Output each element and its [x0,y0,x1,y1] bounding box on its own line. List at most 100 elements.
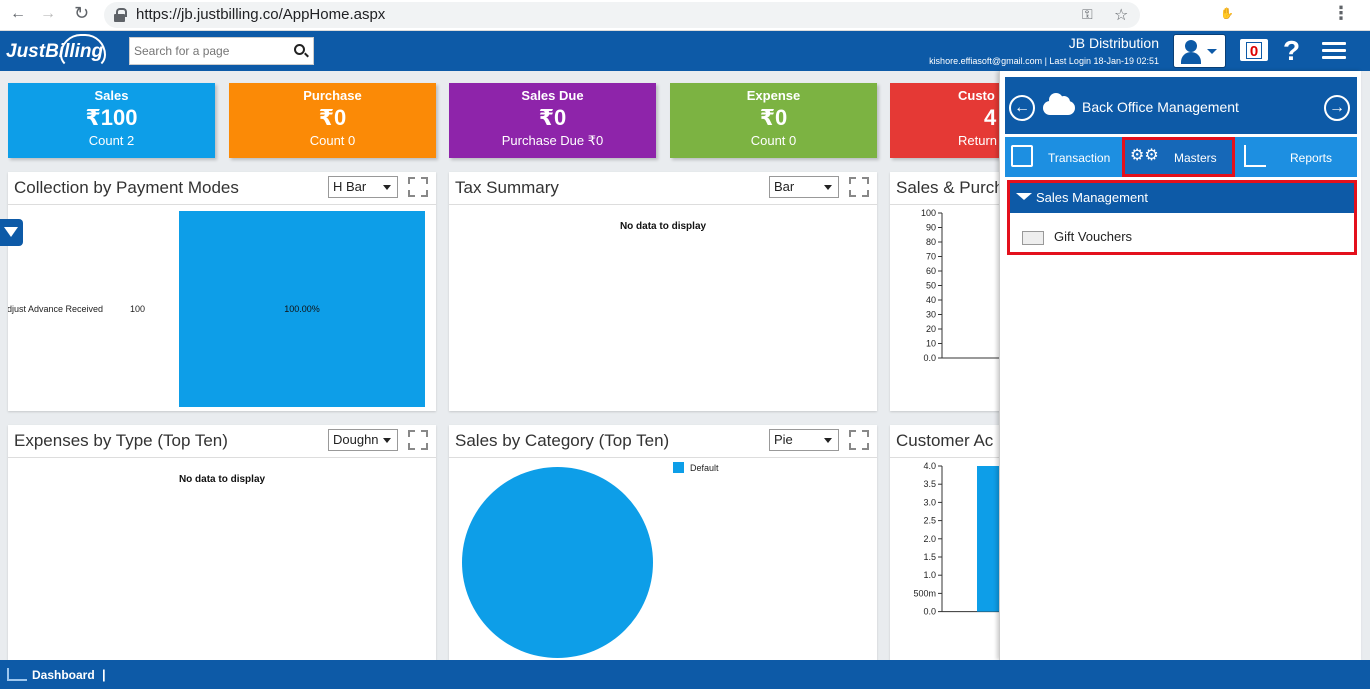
reports-chart-icon [1244,145,1266,167]
sales-purchase-tick-label: 80 [926,237,936,247]
company-name: JB Distribution [1068,35,1159,51]
back-arrow-icon[interactable]: ← [1009,95,1035,121]
tab-transaction[interactable]: Transaction [1005,137,1122,177]
card-title: Sales [94,88,129,103]
customer-bar[interactable] [977,466,1000,612]
legend-swatch [673,462,684,473]
back-office-panel: ← Back Office Management → Transaction ⚙… [999,71,1361,660]
panel-title: Sales by Category (Top Ten) [455,431,670,450]
back-icon[interactable]: ← [10,5,26,22]
bookmark-ext-icon[interactable]: ▤ [1190,8,1202,20]
user-menu-button[interactable] [1173,34,1226,68]
app-header: JustBilling JB Distribution kishore.effi… [0,31,1370,71]
bar-category-label: Adjust Advance Received [8,304,104,314]
chart-type-select[interactable]: Pie [769,429,839,451]
sales-purchase-tick-label: 60 [926,266,936,276]
page-search [129,37,314,65]
card-title: Sales Due [521,88,584,103]
filter-icon[interactable] [0,219,23,246]
customer-tick-label: 1.0 [923,570,936,580]
browser-menu-icon[interactable]: ⋮ [1332,3,1350,23]
user-login-info: kishore.effiasoft@gmail.com | Last Login… [929,56,1159,66]
search-icon[interactable] [294,44,305,55]
forward-icon[interactable]: → [40,5,56,22]
chart-type-select[interactable]: Doughn [328,429,398,451]
sales-category-panel: Sales by Category (Top Ten) Pie Default [449,425,877,665]
sales-card[interactable]: Sales ₹100 Count 2 [8,83,215,158]
tax-summary-panel: Tax Summary Bar No data to display [449,172,877,411]
card-sub: Purchase Due ₹0 [501,133,604,148]
sales-purchase-tick-label: 0.0 [923,353,936,363]
sales-purchase-tick-label: 50 [926,281,936,291]
customer-tick-label: 2.0 [923,534,936,544]
chart-type-select[interactable]: Bar [769,176,839,198]
sales-due-card[interactable]: Sales Due ₹0 Purchase Due ₹0 [449,83,656,158]
expand-icon[interactable] [408,177,428,197]
cloud-icon [1043,93,1075,115]
bar-mark[interactable] [179,211,425,407]
help-icon[interactable]: ? [1283,35,1301,66]
chart-type-select[interactable]: H Bar [328,176,398,198]
user-avatar-icon [1185,40,1197,52]
chevron-down-icon [1207,49,1217,54]
no-data-text: No data to display [178,474,266,485]
card-title: Expense [746,88,801,103]
dashboard-chart-icon [7,668,27,681]
adblock-icon[interactable]: ✋ [1220,8,1234,20]
bar-value-label: 100 [130,304,146,314]
notification-button[interactable]: 0 [1240,39,1268,61]
grammarly-icon[interactable]: G [1160,8,1170,20]
purchase-card[interactable]: Purchase ₹0 Count 0 [229,83,436,158]
card-sub: Count 2 [88,133,135,148]
card-title: Custo [958,88,995,103]
gears-icon: ⚙⚙ [1130,147,1159,164]
customer-tick-label: 0.0 [923,607,936,617]
card-sub: Count 0 [750,133,797,148]
reload-icon[interactable]: ↻ [74,3,90,23]
tab-masters[interactable]: ⚙⚙ Masters [1122,137,1235,177]
sales-management-section: Sales Management Gift Vouchers [1007,180,1357,255]
hamburger-menu-icon[interactable] [1322,42,1346,60]
logo-cloud-icon [60,34,106,68]
panel-title: Collection by Payment Modes [14,178,239,197]
panel-title: Customer Ac [896,431,994,450]
skype-icon[interactable]: S [1254,8,1262,20]
search-input[interactable] [130,38,280,64]
forward-arrow-icon[interactable]: → [1324,95,1350,121]
transaction-icon [1011,145,1033,167]
card-value: 4 [984,105,997,130]
address-bar[interactable]: https://jb.justbilling.co/AppHome.aspx ⚿… [104,2,1140,28]
browser-toolbar: ← → ↻ https://jb.justbilling.co/AppHome.… [0,0,1370,31]
expenses-panel: Expenses by Type (Top Ten) Doughn No dat… [8,425,436,665]
expand-icon[interactable] [849,177,869,197]
customer-tick-label: 3.5 [923,479,936,489]
card-value: ₹0 [538,105,567,130]
card-value: ₹100 [85,105,138,130]
expand-icon[interactable] [408,430,428,450]
panel-title: Expenses by Type (Top Ten) [14,431,228,450]
back-office-header: ← Back Office Management → [1005,77,1357,134]
expense-card[interactable]: Expense ₹0 Count 0 [670,83,877,158]
tab-reports[interactable]: Reports [1235,137,1357,177]
menu-item-gift-vouchers[interactable]: Gift Vouchers [1054,229,1133,244]
star-icon[interactable]: ☆ [1114,7,1129,24]
sales-purchase-tick-label: 70 [926,252,936,262]
key-icon[interactable]: ⚿ [1082,6,1093,22]
back-office-title: Back Office Management [1082,99,1239,115]
card-title: Purchase [303,88,362,103]
customer-tick-label: 1.5 [923,552,936,562]
customer-tick-label: 3.0 [923,497,936,507]
profile-icon[interactable]: S [1303,8,1311,20]
lock-icon [114,8,127,22]
url-text[interactable]: https://jb.justbilling.co/AppHome.aspx [136,6,386,23]
sales-purchase-tick-label: 40 [926,295,936,305]
footer-dashboard-link[interactable]: Dashboard [32,668,95,682]
card-sub: Count 0 [309,133,356,148]
footer-bar: Dashboard | [0,660,1370,689]
section-header[interactable]: Sales Management [1010,183,1354,213]
expand-icon[interactable] [849,430,869,450]
sales-purchase-tick-label: 10 [926,339,936,349]
pie-slice-default[interactable] [462,467,653,658]
card-value: ₹0 [318,105,347,130]
customer-axis: 4.0 3.5 3.0 2.5 2.0 1.5 1.0 500m 0.0 [913,461,1000,617]
